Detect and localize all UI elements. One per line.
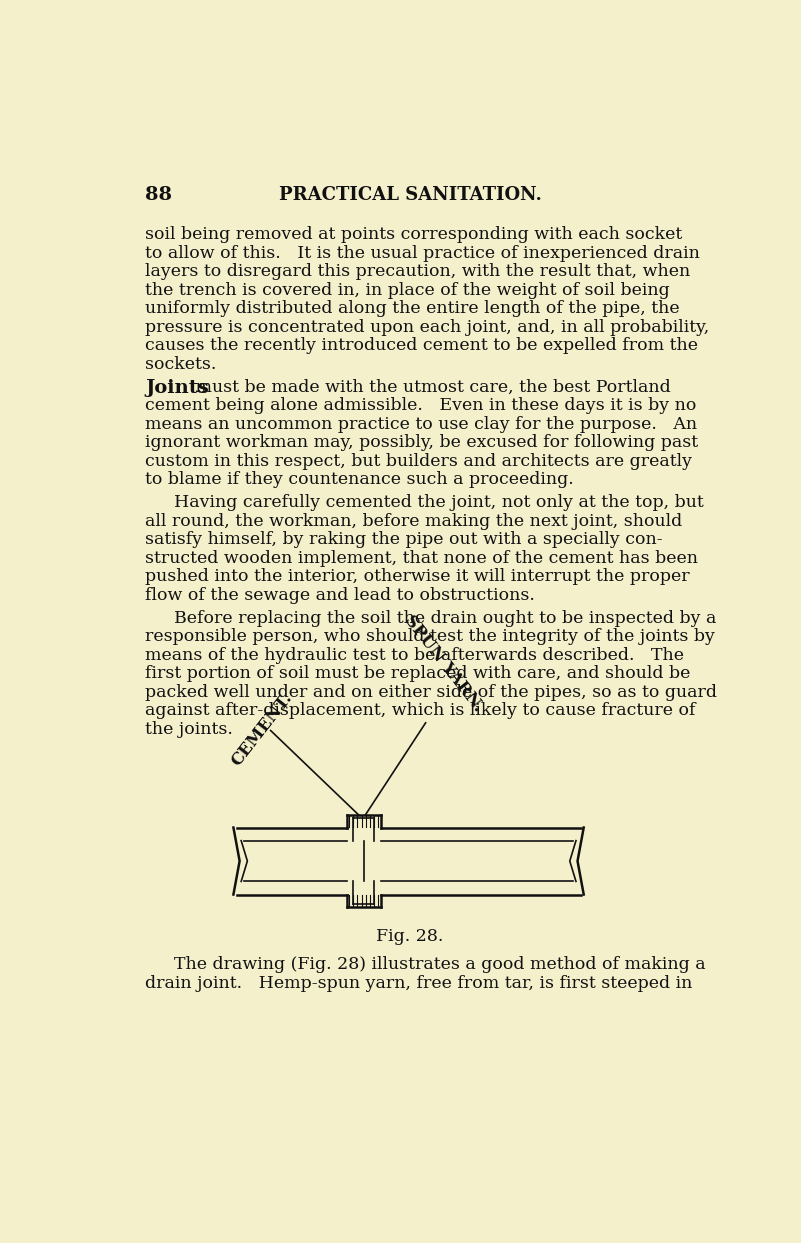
Text: pushed into the interior, otherwise it will interrupt the proper: pushed into the interior, otherwise it w…: [145, 568, 690, 585]
Text: layers to disregard this precaution, with the result that, when: layers to disregard this precaution, wit…: [145, 264, 690, 280]
Text: responsible person, who should test the integrity of the joints by: responsible person, who should test the …: [145, 628, 715, 645]
Text: ignorant workman may, possibly, be excused for following past: ignorant workman may, possibly, be excus…: [145, 434, 698, 451]
Text: must be made with the utmost care, the best Portland: must be made with the utmost care, the b…: [190, 379, 670, 395]
Text: first portion of soil must be replaced with care, and should be: first portion of soil must be replaced w…: [145, 665, 690, 682]
Text: Having carefully cemented the joint, not only at the top, but: Having carefully cemented the joint, not…: [174, 495, 703, 511]
Text: Fig. 28.: Fig. 28.: [376, 929, 444, 946]
Text: Joints: Joints: [145, 379, 209, 397]
Text: causes the recently introduced cement to be expelled from the: causes the recently introduced cement to…: [145, 337, 698, 354]
Text: means an uncommon practice to use clay for the purpose.   An: means an uncommon practice to use clay f…: [145, 415, 697, 433]
Text: flow of the sewage and lead to obstructions.: flow of the sewage and lead to obstructi…: [145, 587, 535, 604]
Text: sockets.: sockets.: [145, 355, 216, 373]
Text: structed wooden implement, that none of the cement has been: structed wooden implement, that none of …: [145, 549, 698, 567]
Text: soil being removed at points corresponding with each socket: soil being removed at points correspondi…: [145, 226, 682, 244]
Text: the trench is covered in, in place of the weight of soil being: the trench is covered in, in place of th…: [145, 282, 670, 298]
Text: against after-displacement, which is likely to cause fracture of: against after-displacement, which is lik…: [145, 702, 695, 718]
Text: the joints.: the joints.: [145, 721, 233, 737]
Text: PRACTICAL SANITATION.: PRACTICAL SANITATION.: [279, 186, 541, 204]
Text: 88: 88: [145, 186, 172, 204]
Text: custom in this respect, but builders and architects are greatly: custom in this respect, but builders and…: [145, 452, 692, 470]
Text: SPUN YARN.: SPUN YARN.: [400, 612, 486, 715]
Text: Before replacing the soil the drain ought to be inspected by a: Before replacing the soil the drain ough…: [174, 609, 716, 626]
Text: means of the hydraulic test to be afterwards described.   The: means of the hydraulic test to be afterw…: [145, 646, 684, 664]
Text: uniformly distributed along the entire length of the pipe, the: uniformly distributed along the entire l…: [145, 300, 680, 317]
Text: to allow of this.   It is the usual practice of inexperienced drain: to allow of this. It is the usual practi…: [145, 245, 700, 261]
Text: drain joint.   Hemp-spun yarn, free from tar, is first steeped in: drain joint. Hemp-spun yarn, free from t…: [145, 975, 692, 992]
Text: The drawing (Fig. 28) illustrates a good method of making a: The drawing (Fig. 28) illustrates a good…: [174, 956, 706, 973]
Text: satisfy himself, by raking the pipe out with a specially con-: satisfy himself, by raking the pipe out …: [145, 531, 662, 548]
Text: CEMENT.: CEMENT.: [228, 689, 296, 769]
Text: to blame if they countenance such a proceeding.: to blame if they countenance such a proc…: [145, 471, 574, 488]
Text: all round, the workman, before making the next joint, should: all round, the workman, before making th…: [145, 512, 682, 530]
Text: pressure is concentrated upon each joint, and, in all probability,: pressure is concentrated upon each joint…: [145, 318, 710, 336]
Text: cement being alone admissible.   Even in these days it is by no: cement being alone admissible. Even in t…: [145, 397, 696, 414]
Text: packed well under and on either side of the pipes, so as to guard: packed well under and on either side of …: [145, 684, 717, 701]
